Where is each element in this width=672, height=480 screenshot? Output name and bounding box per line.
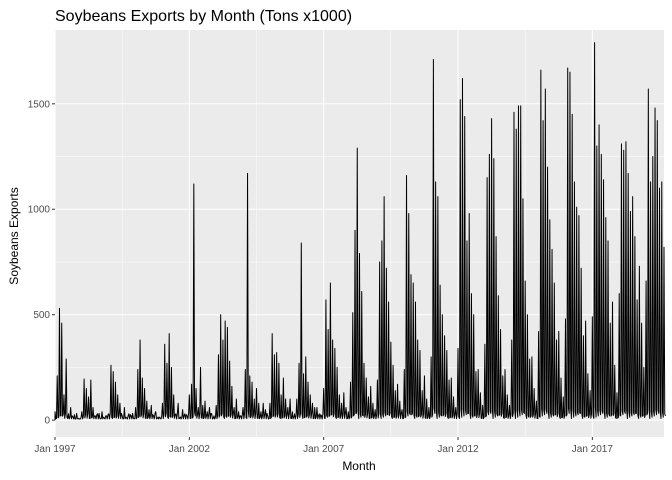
x-tick-label: Jan 2012 [437, 444, 479, 455]
series-line-0 [54, 42, 666, 421]
x-axis-title: Month [342, 459, 375, 473]
x-tick-label: Jan 1997 [34, 444, 76, 455]
y-tick-label: 1000 [28, 205, 51, 216]
x-tick-label: Jan 2007 [303, 444, 345, 455]
y-tick-label: 0 [44, 416, 50, 427]
x-tick-label: Jan 2002 [169, 444, 211, 455]
tick-labels: 0 500 1000 1500 Jan 1997 Jan 2002 Jan 2007 Jan … [28, 99, 614, 455]
major-gridlines [54, 30, 664, 437]
y-tick-label: 1500 [28, 99, 51, 110]
y-axis-title: Soybeans Exports [7, 187, 21, 284]
y-tick-label: 500 [33, 310, 50, 321]
plot-panel [55, 30, 664, 437]
x-tick-label: Jan 2017 [572, 444, 614, 455]
chart-title: Soybeans Exports by Month (Tons x1000) [55, 8, 352, 25]
series-layer [54, 42, 666, 421]
axis-ticks [52, 103, 593, 440]
